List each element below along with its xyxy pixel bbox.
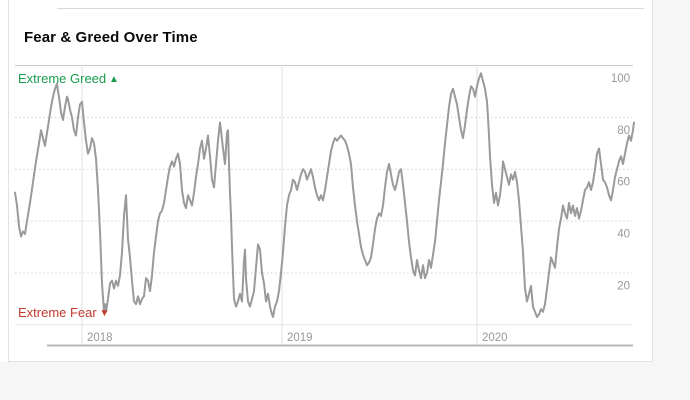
x-axis-tick-label: 2019 (287, 332, 313, 344)
extreme-fear-text: Extreme Fear (18, 305, 97, 320)
chart-title: Fear & Greed Over Time (24, 29, 198, 46)
y-axis-tick-label: 100 (611, 73, 630, 85)
y-axis-tick-label: 40 (617, 229, 630, 241)
header-divider (57, 8, 644, 9)
y-axis-tick-label: 20 (617, 280, 630, 292)
x-axis-tick-label: 2020 (482, 332, 508, 344)
extreme-greed-label: Extreme Greed ▲ (18, 71, 119, 86)
y-axis-tick-label: 60 (617, 177, 630, 189)
fear-greed-index-line[interactable] (14, 72, 635, 318)
y-axis-tick-label: 80 (617, 125, 630, 137)
x-axis-tick-label: 2018 (87, 332, 113, 344)
extreme-greed-text: Extreme Greed (18, 71, 107, 86)
arrow-up-glyph: ▲ (108, 74, 119, 85)
arrow-down-glyph: ▼ (99, 308, 110, 319)
extreme-fear-label: Extreme Fear ▼ (18, 305, 109, 320)
